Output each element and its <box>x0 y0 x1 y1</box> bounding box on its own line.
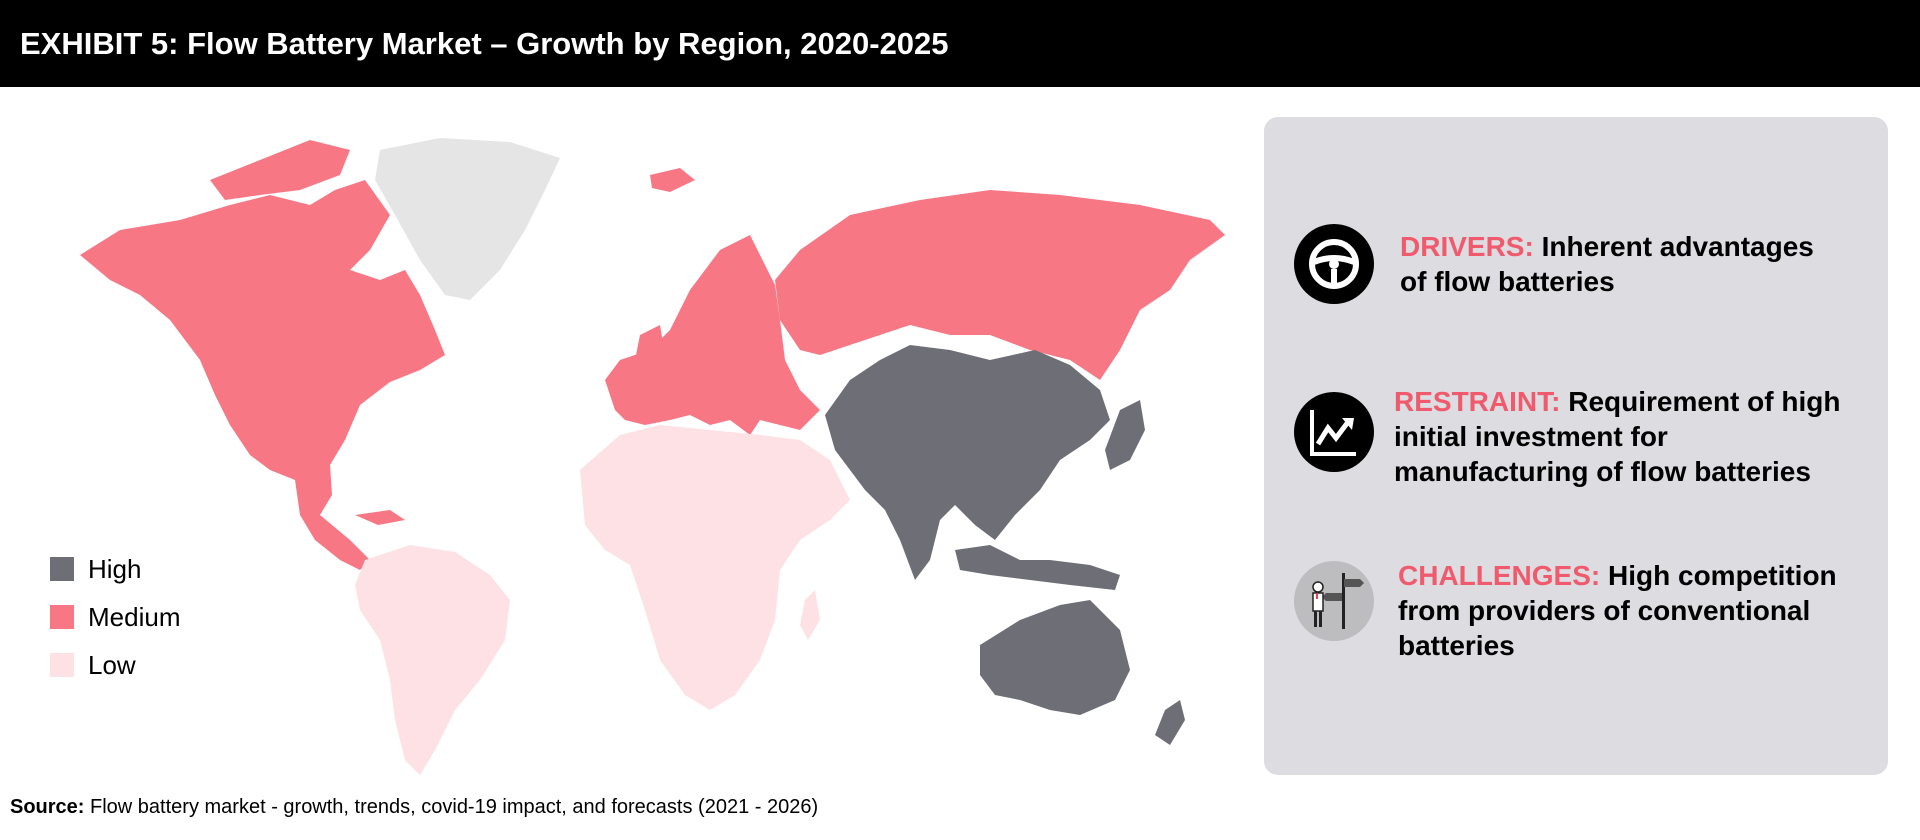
legend-item-low: Low <box>50 641 180 689</box>
region-iceland <box>650 168 695 192</box>
region-south-america <box>355 545 510 775</box>
region-north-america <box>80 180 445 515</box>
source-note: Source: Flow battery market - growth, tr… <box>10 796 818 819</box>
legend-item-medium: Medium <box>50 593 180 641</box>
region-central-america <box>295 480 370 570</box>
legend-label-medium: Medium <box>88 601 181 632</box>
legend-item-high: High <box>50 545 180 593</box>
region-europe <box>605 235 820 435</box>
header-bar: EXHIBIT 5: Flow Battery Market – Growth … <box>0 0 1920 87</box>
region-asia <box>825 345 1110 580</box>
region-australia <box>980 600 1130 715</box>
region-uk <box>635 325 665 370</box>
legend-label-high: High <box>88 553 142 584</box>
insights-panel: DRIVERS: Inherent advantages of flow bat… <box>1264 117 1888 775</box>
legend-swatch-high <box>50 557 74 581</box>
page-title: EXHIBIT 5: Flow Battery Market – Growth … <box>20 26 949 61</box>
region-africa-middle-east <box>580 425 850 710</box>
legend-swatch-low <box>50 653 74 677</box>
crossroads-person-icon <box>1294 561 1374 641</box>
drivers-description: Inherent advantages of flow batteries <box>1400 231 1814 297</box>
region-greenland <box>375 138 560 300</box>
drivers-keyword: DRIVERS: <box>1400 231 1534 262</box>
region-indonesia <box>955 545 1120 590</box>
drivers-text: DRIVERS: Inherent advantages of flow bat… <box>1400 229 1840 299</box>
challenges-description: High competition from providers of conve… <box>1398 560 1837 661</box>
region-russia <box>775 190 1225 380</box>
source-text: Flow battery market - growth, trends, co… <box>84 796 819 818</box>
trend-arrow-icon <box>1294 392 1374 472</box>
source-label: Source: <box>10 796 85 818</box>
steering-wheel-icon <box>1294 224 1374 304</box>
world-map <box>80 138 1225 775</box>
region-caribbean <box>355 510 405 525</box>
region-japan <box>1105 400 1145 470</box>
region-new-zealand <box>1155 700 1185 745</box>
restraint-text: RESTRAINT: Requirement of high initial i… <box>1394 384 1854 489</box>
map-legend: High Medium Low <box>50 545 180 689</box>
restraint-keyword: RESTRAINT: <box>1394 386 1561 417</box>
restraint-description: Requirement of high initial investment f… <box>1394 386 1841 487</box>
legend-swatch-medium <box>50 605 74 629</box>
region-madagascar <box>800 590 820 640</box>
challenges-text: CHALLENGES: High competition from provid… <box>1398 558 1838 663</box>
region-arctic-islands <box>210 140 350 200</box>
challenges-keyword: CHALLENGES: <box>1398 560 1601 591</box>
legend-label-low: Low <box>88 649 136 680</box>
